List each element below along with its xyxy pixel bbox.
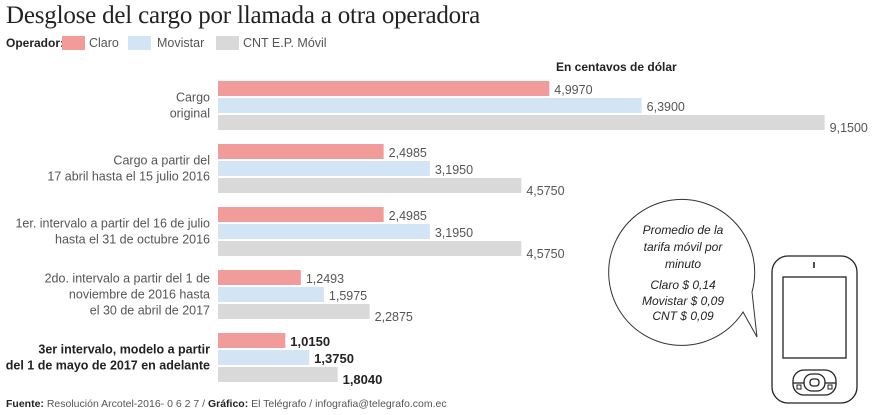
bar-movistar (218, 224, 430, 239)
bar-cnt (218, 367, 338, 382)
category-label: Cargo a partir del (113, 154, 210, 168)
category-label: 17 abril hasta el 15 julio 2016 (47, 170, 210, 184)
callout-text: Promedio de la tarifa móvil por minuto Clar… (642, 223, 724, 323)
value-label: 2,4985 (389, 146, 427, 160)
category-label: del 1 de mayo de 2017 en adelante (6, 359, 210, 373)
graphic-text: El Telégrafo / infografia@telegrafo.com.… (248, 398, 447, 410)
bar-cnt (218, 304, 370, 319)
value-label: 4,9970 (554, 83, 592, 97)
value-label: 1,2493 (306, 272, 344, 286)
category-label: el 30 de abril de 2017 (90, 304, 210, 318)
footer-credits: Fuente: Resolución Arcotel-2016- 0 6 2 7… (6, 398, 447, 410)
bar-cnt (218, 241, 522, 256)
callout-line: minuto (665, 257, 701, 271)
bar-movistar (218, 287, 324, 302)
bar-movistar (218, 161, 430, 176)
category-label: noviembre de 2016 hasta (69, 288, 210, 302)
unit-label: En centavos de dólar (556, 60, 677, 74)
legend-label-cnt: CNT E.P. Móvil (243, 36, 327, 50)
value-label: 6,3900 (647, 100, 685, 114)
value-label: 9,1500 (830, 121, 868, 135)
source-text: Resolución Arcotel-2016- 0 6 2 7 / (43, 398, 208, 410)
source-label: Fuente: (6, 398, 44, 410)
bar-claro (218, 333, 286, 348)
value-label: 3,1950 (435, 163, 473, 177)
bar-cnt (218, 115, 825, 130)
value-label: 2,2875 (375, 310, 413, 324)
category-label: 3er intervalo, modelo a partir (38, 343, 210, 357)
category-label: Cargo (176, 91, 210, 105)
callout-bubble: Promedio de la tarifa móvil por minuto Clar… (608, 198, 758, 346)
category-label: original (170, 107, 210, 121)
legend-title: Operador: (6, 36, 65, 50)
chart-title: Desglose del cargo por llamada a otra op… (6, 2, 480, 29)
bars-layer: Cargo original 4,9970 6,3900 9,1500 Cargo a p… (6, 81, 868, 387)
value-label: 4,5750 (526, 184, 564, 198)
callout-line: Movistar $ 0,09 (642, 294, 724, 308)
callout-line: CNT $ 0,09 (652, 309, 714, 323)
legend-label-claro: Claro (89, 36, 119, 50)
value-label: 1,8040 (343, 372, 383, 387)
category-label: 1er. intervalo a partir del 16 de julio (15, 217, 210, 231)
legend-swatch-cnt (216, 36, 239, 50)
graphic-label: Gráfico: (207, 398, 249, 410)
value-label: 1,3750 (314, 351, 354, 366)
value-label: 1,5975 (329, 289, 367, 303)
legend-swatch-claro (62, 36, 85, 50)
legend-label-movistar: Movistar (157, 36, 205, 50)
category-label: 2do. intervalo a partir del 1 de (45, 272, 210, 286)
speech-bubble-outline (608, 198, 758, 346)
bar-claro (218, 144, 384, 159)
bar-claro (218, 81, 550, 96)
value-label: 2,4985 (389, 209, 427, 223)
value-label: 4,5750 (526, 247, 564, 261)
bar-movistar (218, 98, 642, 113)
legend-swatch-movistar (128, 36, 151, 50)
value-label: 3,1950 (435, 226, 473, 240)
bar-movistar (218, 350, 310, 365)
category-label: hasta el 31 de octubre 2016 (55, 233, 210, 247)
bar-claro (218, 270, 301, 285)
bar-cnt (218, 178, 522, 193)
value-label: 1,0150 (290, 334, 330, 349)
callout-line: Claro $ 0,14 (650, 278, 716, 292)
callout-line: tarifa móvil por (644, 240, 724, 254)
bar-claro (218, 207, 384, 222)
callout-line: Promedio de la (643, 223, 724, 237)
mobile-phone-icon (771, 255, 858, 404)
